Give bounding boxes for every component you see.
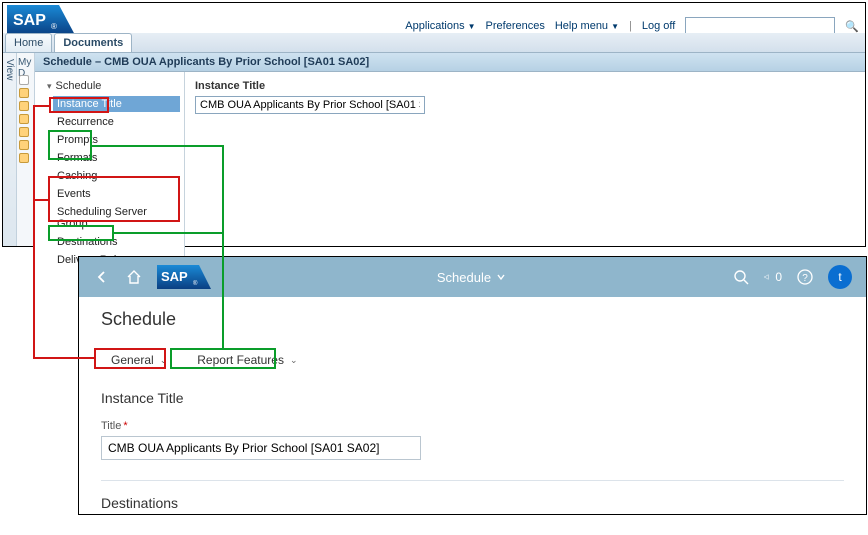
search-icon[interactable]: 🔍 — [845, 20, 859, 33]
modern-ui-panel: SAP ® Schedule 0 ? t Schedule General⌄ R… — [78, 256, 867, 515]
report-features-dropdown[interactable]: Report Features⌄ — [187, 348, 307, 372]
home-icon[interactable] — [125, 268, 143, 286]
divider — [101, 480, 844, 481]
svg-text:®: ® — [51, 22, 57, 31]
chevron-down-icon: ⌄ — [160, 355, 168, 366]
legacy-ui-panel: SAP ® Applications▼ Preferences Help men… — [2, 2, 866, 247]
tree-item-events[interactable]: Events — [53, 186, 180, 202]
schedule-dialog-title: Schedule – CMB OUA Applicants By Prior S… — [35, 53, 865, 72]
help-menu[interactable]: Help menu▼ — [555, 20, 619, 32]
folder-icon — [19, 140, 29, 150]
separator: | — [629, 20, 632, 32]
folder-icon — [19, 114, 29, 124]
appbar-title[interactable]: Schedule — [225, 270, 718, 285]
preferences-link[interactable]: Preferences — [486, 20, 545, 32]
folder-icon — [19, 127, 29, 137]
tree-root[interactable]: Schedule — [39, 78, 180, 96]
section-instance-title: Instance Title — [101, 390, 844, 406]
legacy-tabs: Home Documents — [3, 33, 865, 53]
help-icon[interactable]: ? — [796, 268, 814, 286]
tree-item-formats[interactable]: Formats — [53, 150, 180, 166]
tree-mini-icons — [19, 75, 29, 163]
sap-logo: SAP ® — [157, 265, 211, 289]
schedule-form: Instance Title — [185, 72, 865, 274]
tree-item-recurrence[interactable]: Recurrence — [53, 114, 180, 130]
title-input[interactable] — [101, 436, 421, 460]
sap-logo: SAP ® — [7, 5, 75, 35]
logoff-link[interactable]: Log off — [642, 20, 675, 32]
applications-menu[interactable]: Applications▼ — [405, 20, 475, 32]
folder-icon — [19, 153, 29, 163]
instance-title-input[interactable] — [195, 96, 425, 114]
title-field-label: Title* — [101, 420, 844, 432]
general-dropdown[interactable]: General⌄ — [101, 348, 177, 372]
tree-item-destinations[interactable]: Destinations — [53, 234, 180, 250]
svg-text:®: ® — [193, 280, 198, 287]
user-avatar[interactable]: t — [828, 265, 852, 289]
tab-home[interactable]: Home — [5, 33, 52, 52]
folder-icon — [19, 88, 29, 98]
back-icon[interactable] — [93, 268, 111, 286]
folder-icon — [19, 101, 29, 111]
appbar: SAP ® Schedule 0 ? t — [79, 257, 866, 297]
schedule-tree: Schedule Instance Title Recurrence Promp… — [35, 72, 185, 274]
page-title: Schedule — [101, 309, 844, 330]
tree-item-caching[interactable]: Caching — [53, 168, 180, 184]
side-strip-mydocs[interactable]: My D — [17, 53, 35, 246]
search-icon[interactable] — [732, 268, 750, 286]
svg-text:SAP: SAP — [161, 269, 188, 284]
tab-documents[interactable]: Documents — [54, 33, 132, 52]
chevron-down-icon: ⌄ — [290, 355, 298, 366]
chevron-down-icon — [496, 272, 506, 282]
section-destinations: Destinations — [101, 495, 844, 511]
tree-item-prompts[interactable]: Prompts — [53, 132, 180, 148]
svg-text:SAP: SAP — [13, 12, 46, 29]
megaphone-icon[interactable]: 0 — [764, 268, 782, 286]
folder-icon — [19, 75, 29, 85]
legacy-body: View My D Schedule – CMB OUA Applicants … — [3, 53, 865, 246]
side-strip-view[interactable]: View — [3, 53, 17, 246]
modern-body: Schedule General⌄ Report Features⌄ Insta… — [79, 297, 866, 535]
tree-item-scheduling-server-group[interactable]: Scheduling Server Group — [53, 204, 180, 232]
instance-title-label: Instance Title — [195, 80, 855, 92]
notification-count: 0 — [775, 270, 782, 284]
svg-text:?: ? — [802, 273, 808, 284]
tree-item-instance-title[interactable]: Instance Title — [53, 96, 180, 112]
